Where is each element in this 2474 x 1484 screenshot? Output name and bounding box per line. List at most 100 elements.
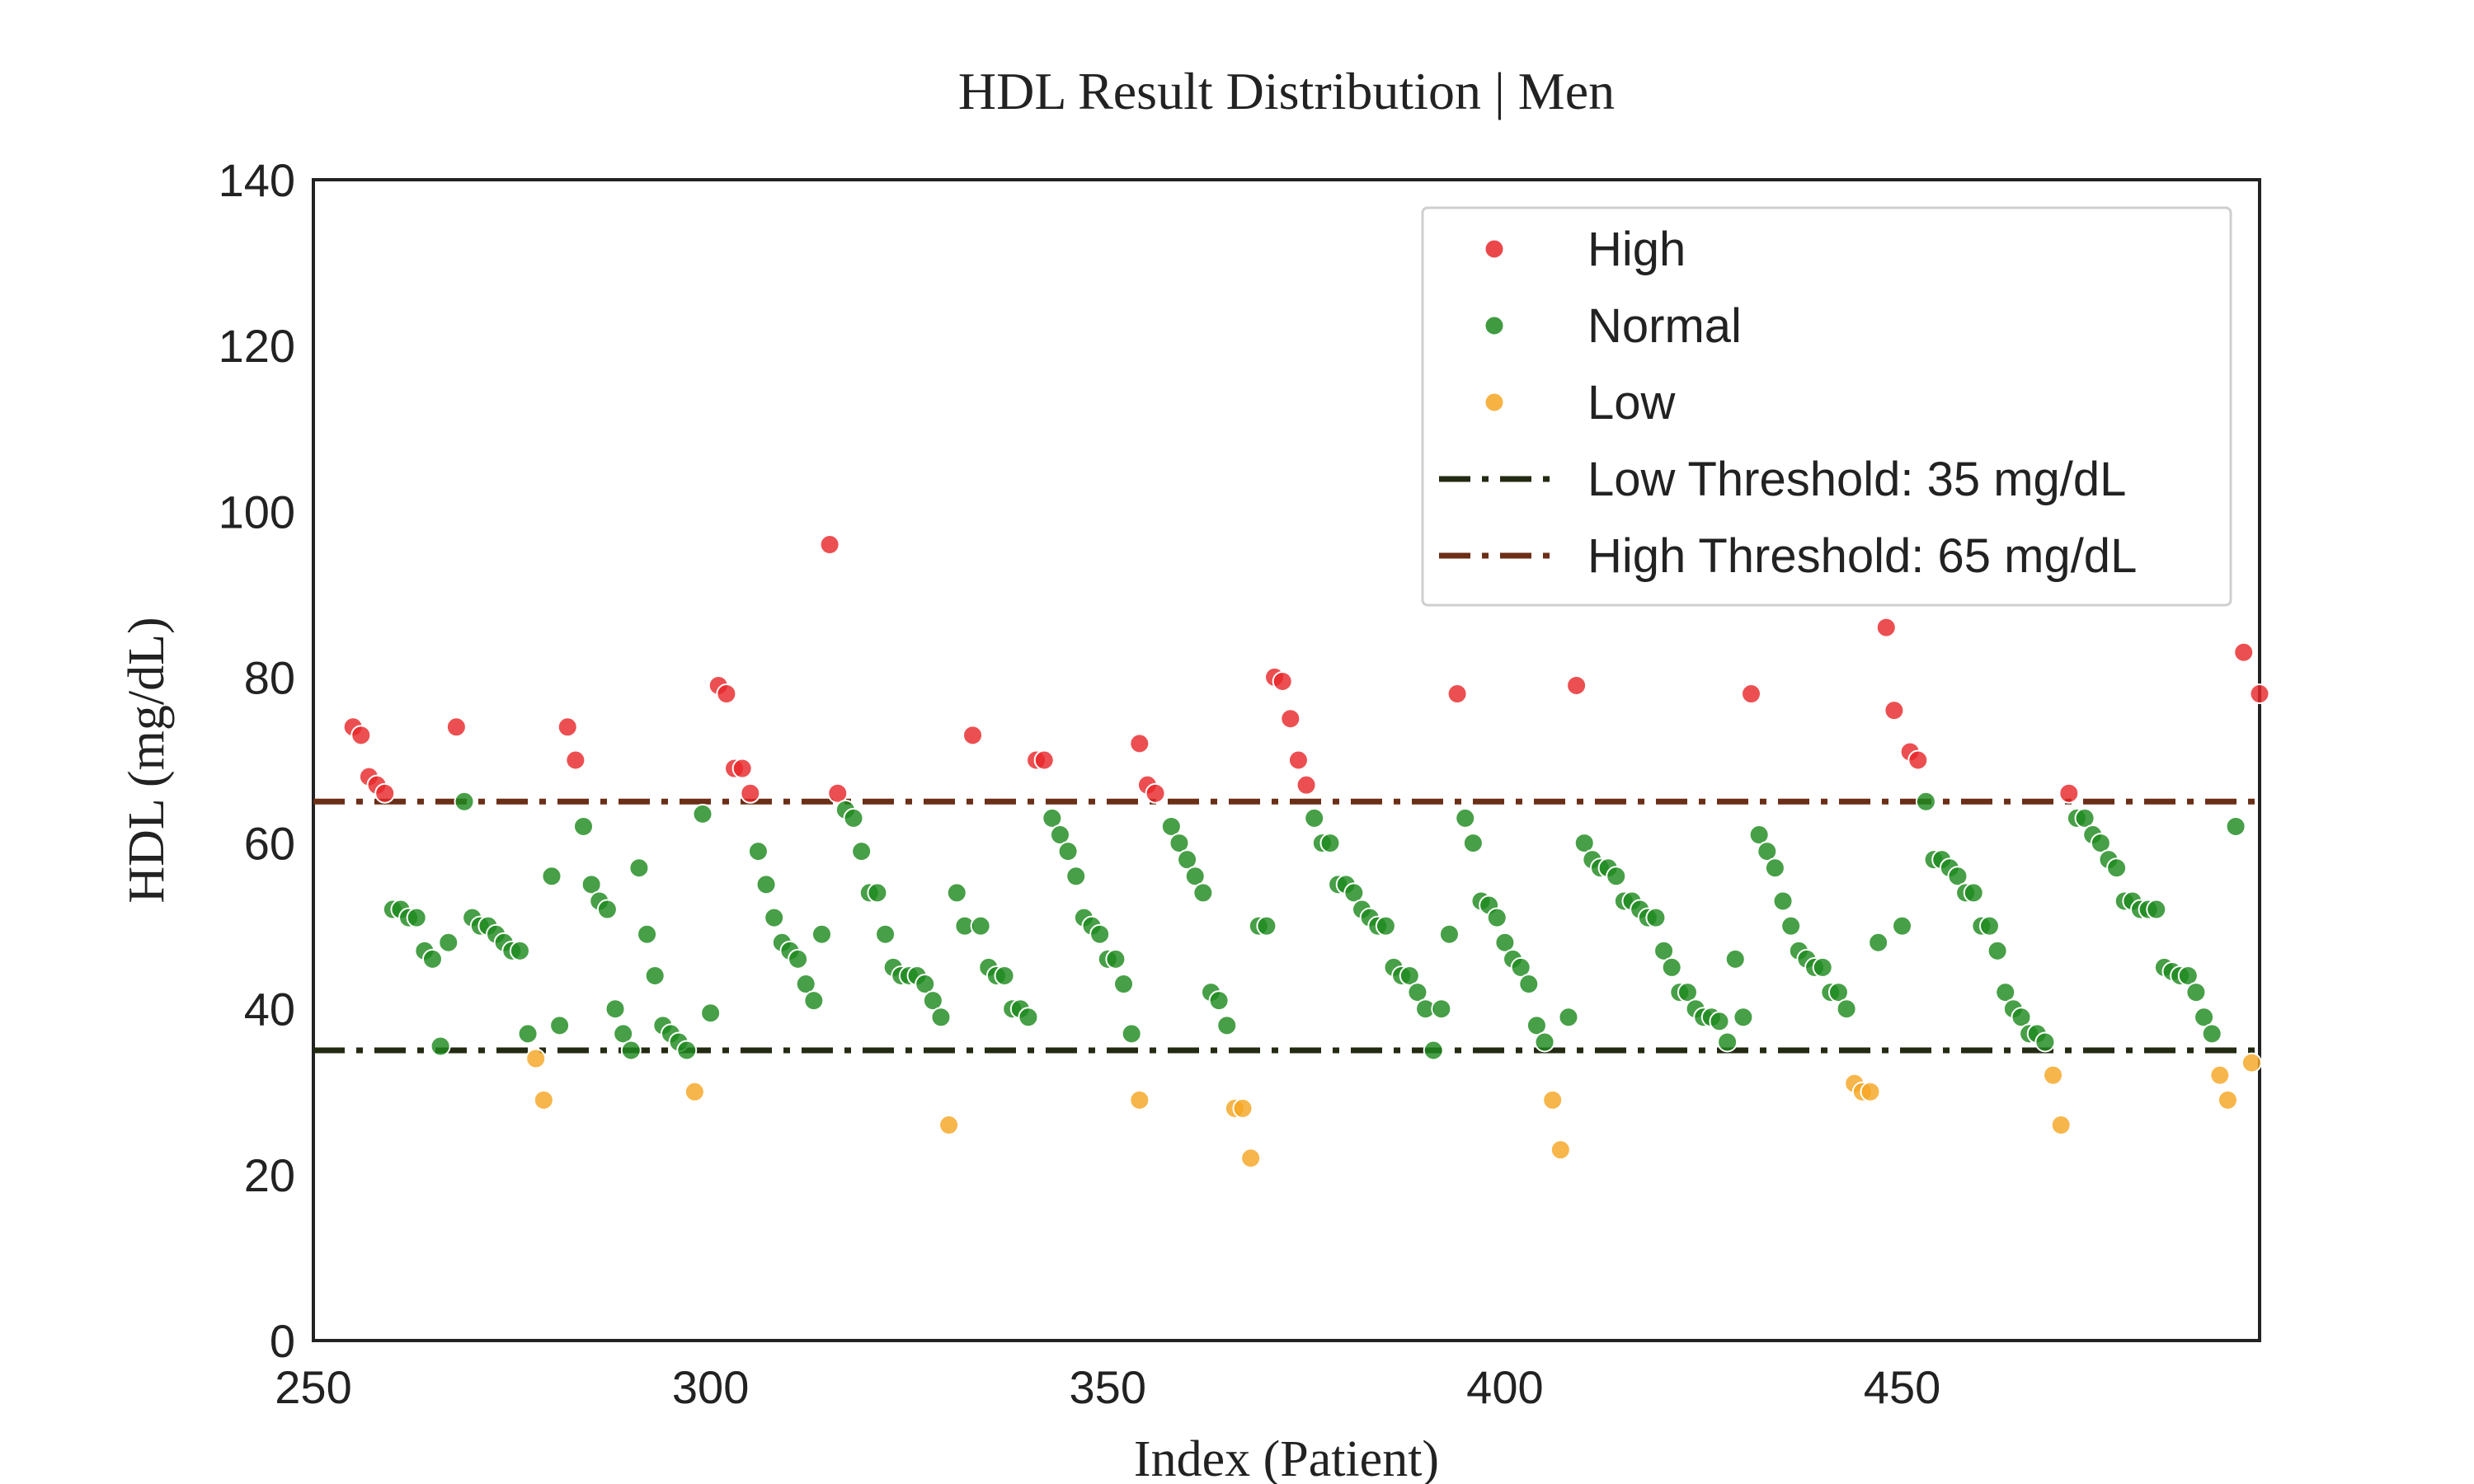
data-point-normal xyxy=(1518,974,1540,995)
data-point-low xyxy=(533,1089,554,1111)
data-point-normal xyxy=(700,1003,722,1024)
data-point-normal xyxy=(764,907,785,928)
data-point-normal xyxy=(2225,815,2246,837)
data-point-normal xyxy=(1772,890,1794,912)
data-point-normal xyxy=(1526,1015,1547,1036)
data-point-low xyxy=(1232,1097,1253,1119)
data-point-high xyxy=(1296,774,1317,796)
y-axis-label: HDL (mg/dL) xyxy=(119,617,175,903)
data-point-normal xyxy=(1089,923,1111,945)
data-point-normal xyxy=(1558,1007,1579,1028)
data-point-low xyxy=(1550,1139,1571,1161)
data-point-normal xyxy=(1995,982,2016,1003)
data-point-normal xyxy=(1192,882,1214,904)
data-point-normal xyxy=(1812,956,1833,978)
data-point-normal xyxy=(620,1040,642,1061)
legend: High Normal Low Low Threshold: 35 mg/dL High… xyxy=(1421,206,2232,607)
data-point-high xyxy=(1145,782,1166,804)
data-point-normal xyxy=(795,974,816,995)
data-point-high xyxy=(2233,641,2255,663)
data-point-low xyxy=(1542,1089,1564,1111)
data-point-normal xyxy=(1423,1040,1444,1061)
data-point-normal xyxy=(1049,824,1070,846)
data-point-normal xyxy=(1431,998,1452,1020)
scatter-points xyxy=(342,534,2270,1169)
data-point-normal xyxy=(1661,956,1682,978)
data-point-normal xyxy=(549,1015,571,1036)
data-point-high xyxy=(819,534,840,556)
x-tick-label: 250 xyxy=(275,1361,351,1413)
legend-label: Low xyxy=(1587,376,1677,430)
threshold-lines xyxy=(313,798,2260,1054)
data-point-high xyxy=(1884,700,1905,721)
data-point-normal xyxy=(676,1040,698,1061)
data-point-high xyxy=(1129,733,1150,754)
data-point-high xyxy=(1907,749,1929,771)
data-point-normal xyxy=(1399,965,1420,986)
data-point-normal xyxy=(1177,849,1198,871)
data-point-normal xyxy=(994,965,1015,986)
data-point-normal xyxy=(1486,907,1507,928)
data-point-normal xyxy=(1836,998,1857,1020)
data-point-normal xyxy=(613,1023,634,1045)
data-point-normal xyxy=(1963,882,1984,904)
y-tick-label: 120 xyxy=(219,320,295,372)
plot-frame xyxy=(312,178,2261,1342)
data-point-normal xyxy=(2011,1007,2032,1028)
data-point-normal xyxy=(1748,824,1770,846)
data-point-normal xyxy=(1343,882,1365,904)
data-point-high xyxy=(1033,749,1055,771)
data-point-normal xyxy=(1113,974,1135,995)
y-tick-label: 100 xyxy=(219,486,295,538)
data-point-normal xyxy=(2201,1023,2222,1045)
y-tick-label: 60 xyxy=(244,818,295,870)
data-point-normal xyxy=(1733,1007,1754,1028)
data-point-normal xyxy=(1160,815,1182,837)
data-point-low xyxy=(2217,1089,2238,1111)
data-point-normal xyxy=(637,923,658,945)
data-point-normal xyxy=(1375,915,1396,937)
y-tick-label: 0 xyxy=(270,1315,295,1367)
data-point-normal xyxy=(454,791,475,812)
legend-marker-normal xyxy=(1484,315,1505,336)
data-point-normal xyxy=(1757,841,1778,862)
data-point-normal xyxy=(1455,807,1476,829)
data-point-high xyxy=(1566,674,1587,696)
data-point-normal xyxy=(1510,956,1531,978)
data-point-normal xyxy=(1677,982,1698,1003)
data-point-high xyxy=(827,782,849,804)
data-point-normal xyxy=(692,803,713,824)
legend-label: High Threshold: 65 mg/dL xyxy=(1587,529,2137,583)
data-point-normal xyxy=(1121,1023,1142,1045)
data-point-normal xyxy=(1827,982,1849,1003)
data-point-high xyxy=(740,782,761,804)
data-point-normal xyxy=(1573,833,1595,854)
data-point-normal xyxy=(851,841,872,862)
y-tick-label: 80 xyxy=(244,651,295,703)
data-point-normal xyxy=(1606,866,1627,887)
data-point-high xyxy=(1875,617,1897,638)
data-point-normal xyxy=(1987,940,2008,961)
data-point-normal xyxy=(1653,940,1675,961)
data-point-high xyxy=(2058,782,2080,804)
data-point-normal xyxy=(922,990,943,1012)
data-point-normal xyxy=(604,998,626,1020)
data-point-normal xyxy=(541,866,562,887)
legend-label: High xyxy=(1587,223,1686,276)
data-point-normal xyxy=(1915,791,1936,812)
data-point-low xyxy=(2050,1115,2072,1136)
data-point-normal xyxy=(811,923,832,945)
data-point-normal xyxy=(1018,1007,1039,1028)
data-point-normal xyxy=(581,874,602,895)
data-point-high xyxy=(1287,749,1309,771)
data-point-low xyxy=(1240,1148,1262,1169)
data-point-normal xyxy=(1208,990,1230,1012)
data-point-normal xyxy=(1764,857,1785,879)
data-point-normal xyxy=(596,899,618,920)
chart-title: HDL Result Distribution | Men xyxy=(958,62,1615,120)
data-point-normal xyxy=(1407,982,1428,1003)
data-point-normal xyxy=(644,965,666,986)
x-tick-label: 400 xyxy=(1466,1361,1543,1413)
data-point-normal xyxy=(1717,1031,1738,1053)
x-axis-ticks: 250 300 350 400 450 xyxy=(275,1361,1940,1413)
